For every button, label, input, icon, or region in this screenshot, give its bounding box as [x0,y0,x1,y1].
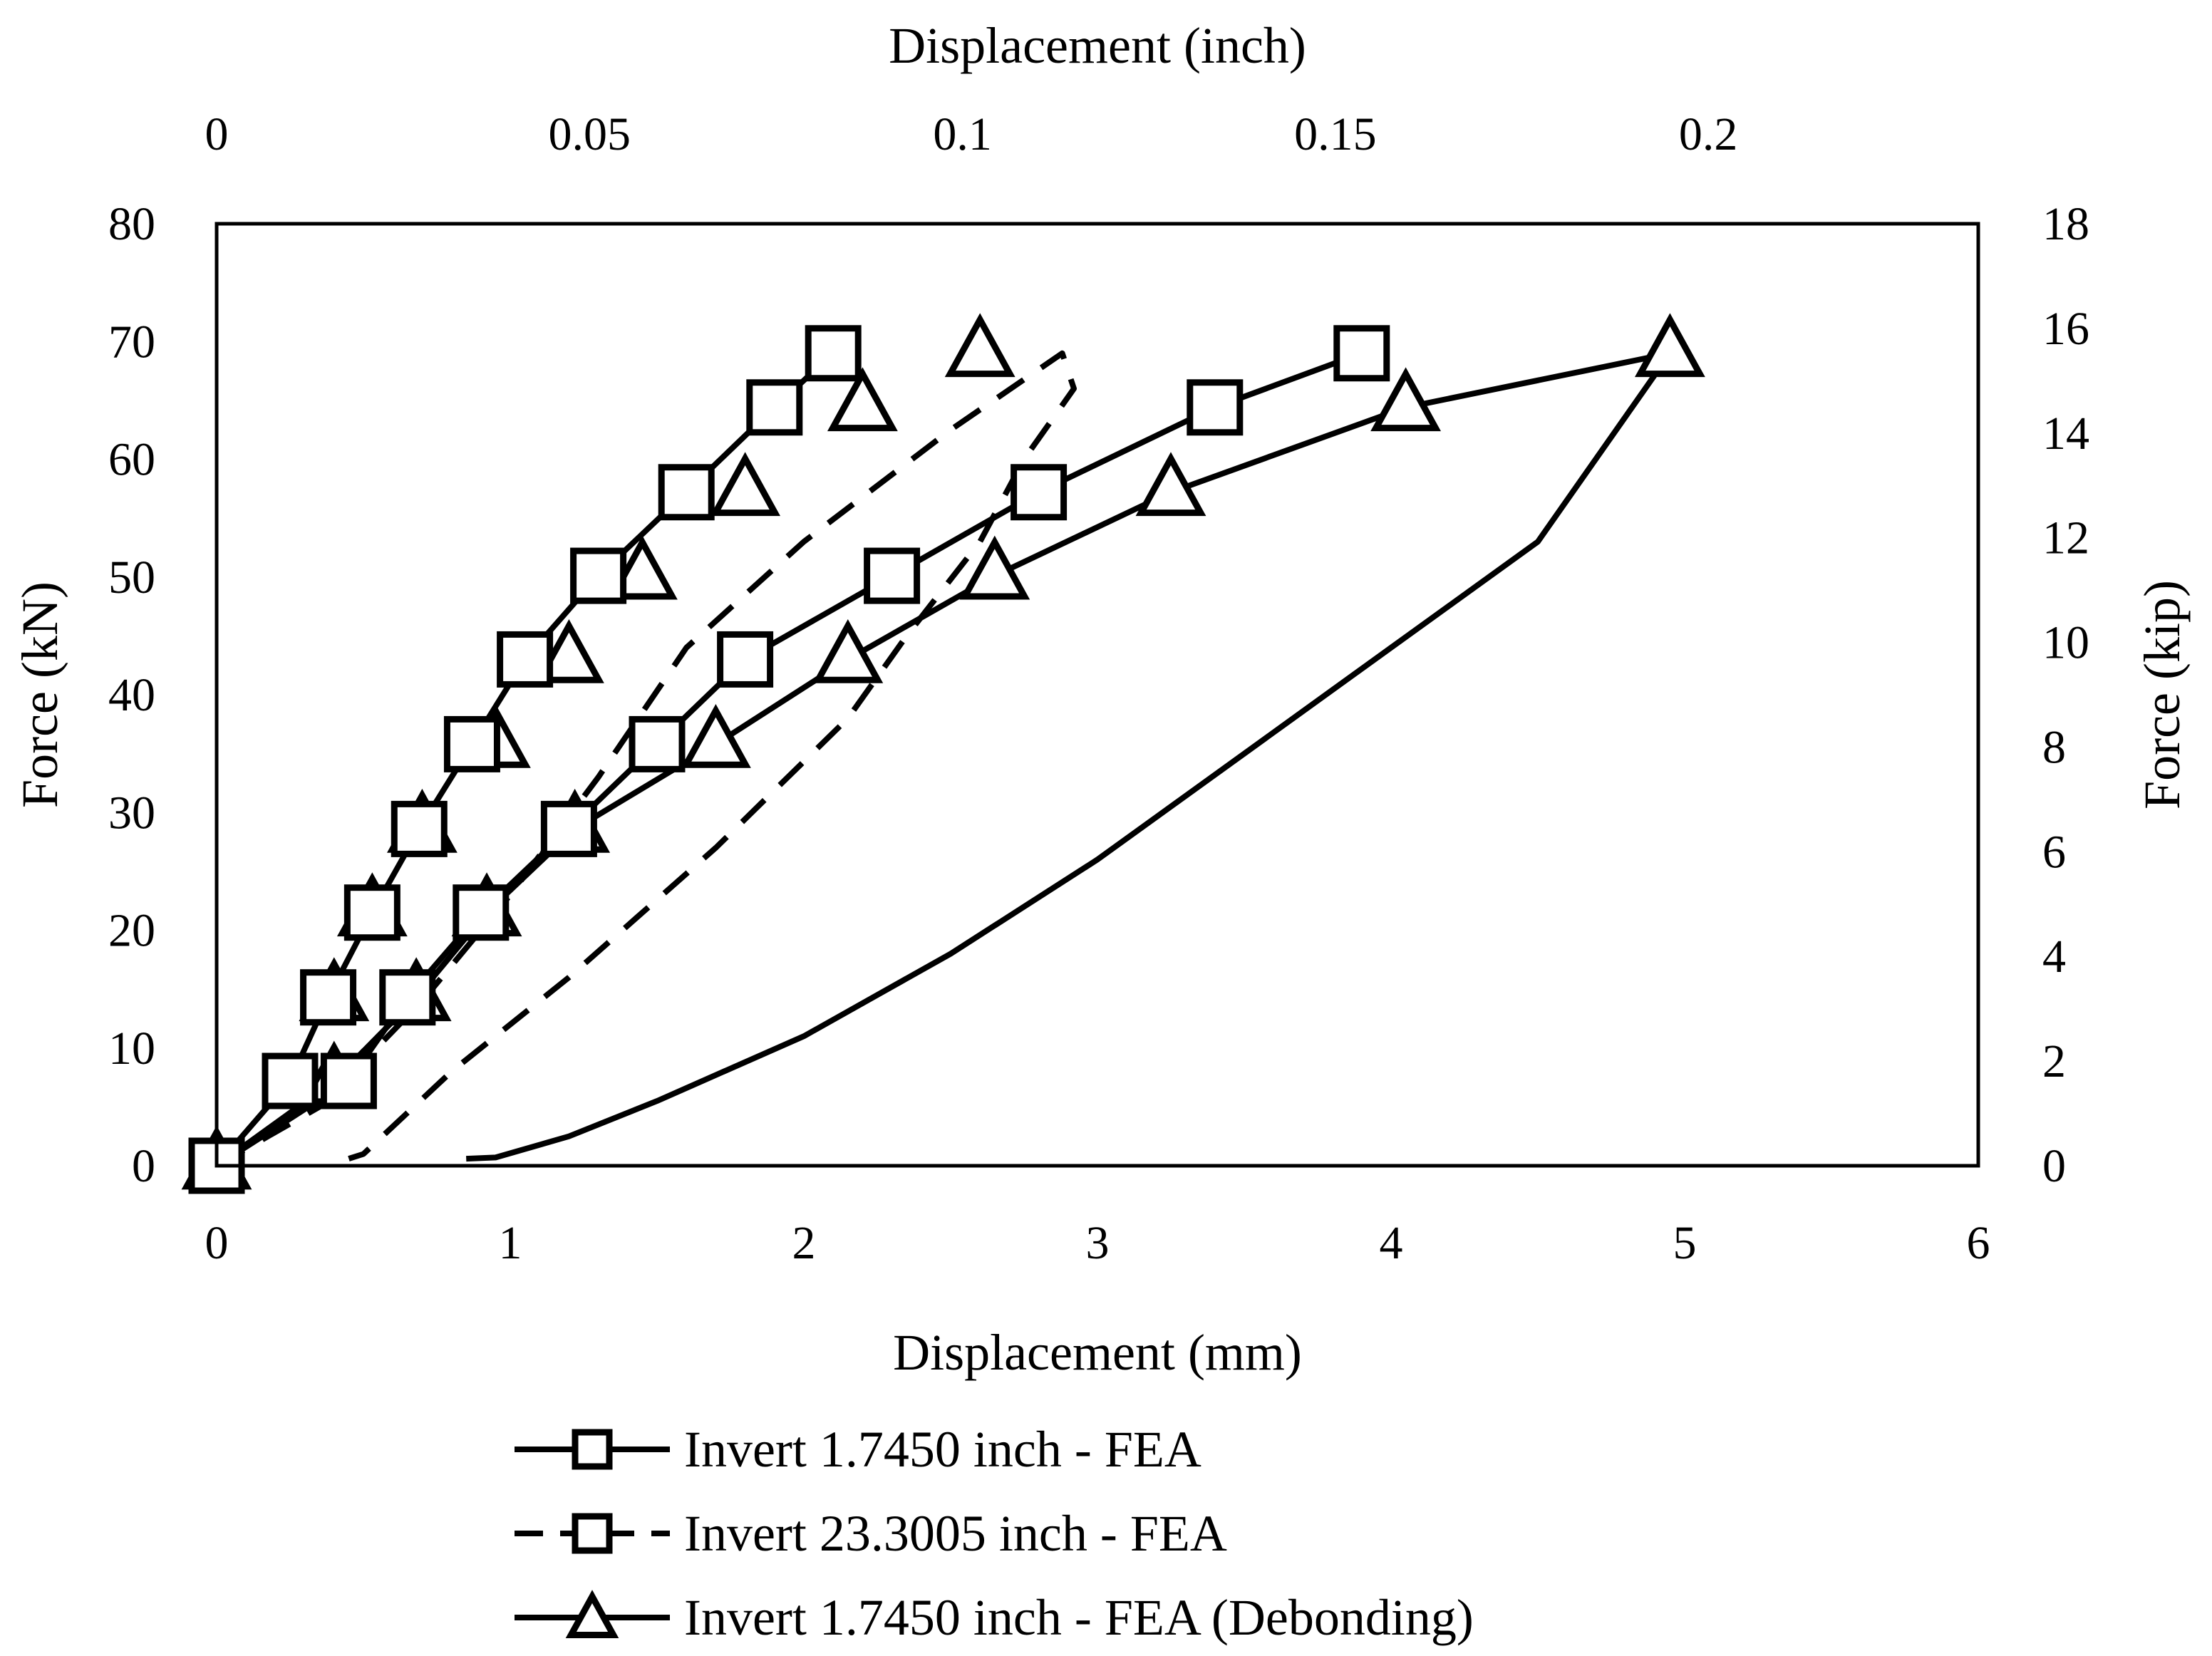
y2-tick-label: 16 [2042,303,2089,355]
square-marker [746,379,803,436]
legend-label-series-3: Invert 1.7450 inch - FEA (Debonding) [684,1589,1474,1646]
triangle-marker [959,535,1030,600]
square-marker [262,1052,319,1109]
y-tick-label: 50 [108,552,155,604]
x2-tick-label: 0 [205,108,229,160]
square-marker [805,325,862,382]
x2-axis-title: Displacement (inch) [889,17,1306,74]
x-tick-label: 0 [205,1217,229,1269]
square-marker [570,547,627,604]
x-tick-label: 6 [1967,1217,1990,1269]
y-axis-title: Force (kN) [11,581,68,808]
legend: Invert 1.7450 inch - FEA Invert 23.3005 i… [515,1421,1474,1646]
square-marker [572,1429,613,1470]
y2-tick-label: 2 [2042,1035,2066,1087]
square-marker [1333,325,1390,382]
triangle-marker [1634,313,1705,378]
square-marker [497,631,554,688]
y2-tick-label: 12 [2042,512,2089,564]
x2-tick-label: 0.05 [549,108,631,160]
y2-tick-label: 18 [2042,198,2089,250]
triangle-marker [812,619,884,683]
square-marker [391,800,448,857]
square-marker [453,884,510,941]
triangle-marker [565,1590,619,1639]
triangle-marker [827,367,898,432]
plot-frame [215,222,1980,1168]
y-tick-label: 30 [108,787,155,839]
y-tick-label: 10 [108,1023,155,1075]
y2-axis-title: Force (kip) [2134,580,2191,809]
y2-tick-label: 10 [2042,617,2089,669]
invert-23-dashed-line [215,350,1077,1169]
square-marker [443,715,500,772]
axes: 0 1 2 3 4 5 60 0.05 0.1 0.15 0.2010203040506070800… [11,17,2191,1381]
x-tick-label: 2 [792,1217,816,1269]
y2-tick-label: 14 [2042,408,2089,460]
y-tick-label: 80 [108,198,155,250]
triangle-marker [1135,452,1206,517]
y-tick-label: 40 [108,669,155,721]
x2-tick-label: 0.15 [1294,108,1377,160]
x-tick-label: 4 [1380,1217,1403,1269]
square-marker [658,464,715,521]
y2-tick-label: 8 [2042,721,2066,773]
square-marker [864,547,921,604]
square-marker [320,1052,377,1109]
y-tick-label: 60 [108,434,155,486]
square-marker [572,1513,613,1554]
triangle-marker [944,313,1015,378]
square-marker [540,800,597,857]
x2-tick-label: 0.2 [1679,108,1738,160]
triangle-marker [606,535,678,600]
debonding-unloading-line [466,351,1673,1162]
square-marker [717,631,774,688]
y-tick-label: 70 [108,316,155,368]
x-tick-label: 5 [1673,1217,1697,1269]
legend-label-series-1: Invert 1.7450 inch - FEA [684,1421,1201,1478]
square-marker [343,884,400,941]
triangle-marker [710,452,781,517]
square-marker [1011,464,1068,521]
x-tick-label: 3 [1086,1217,1110,1269]
y2-tick-label: 6 [2042,826,2066,878]
y-tick-label: 20 [108,905,155,957]
x2-tick-label: 0.1 [933,108,992,160]
triangle-marker [533,619,604,683]
square-marker [629,715,686,772]
triangle-marker [1370,367,1442,432]
square-marker [300,969,357,1026]
y-tick-label: 0 [132,1140,155,1192]
x-axis-title: Displacement (mm) [893,1324,1302,1381]
plot-area [181,313,1705,1194]
triangle-marker [680,703,751,768]
y2-tick-label: 4 [2042,931,2066,983]
legend-label-series-2: Invert 23.3005 inch - FEA [684,1505,1227,1562]
square-marker [379,969,436,1026]
square-marker [1187,379,1244,436]
x-tick-label: 1 [499,1217,522,1269]
y2-tick-label: 0 [2042,1140,2066,1192]
